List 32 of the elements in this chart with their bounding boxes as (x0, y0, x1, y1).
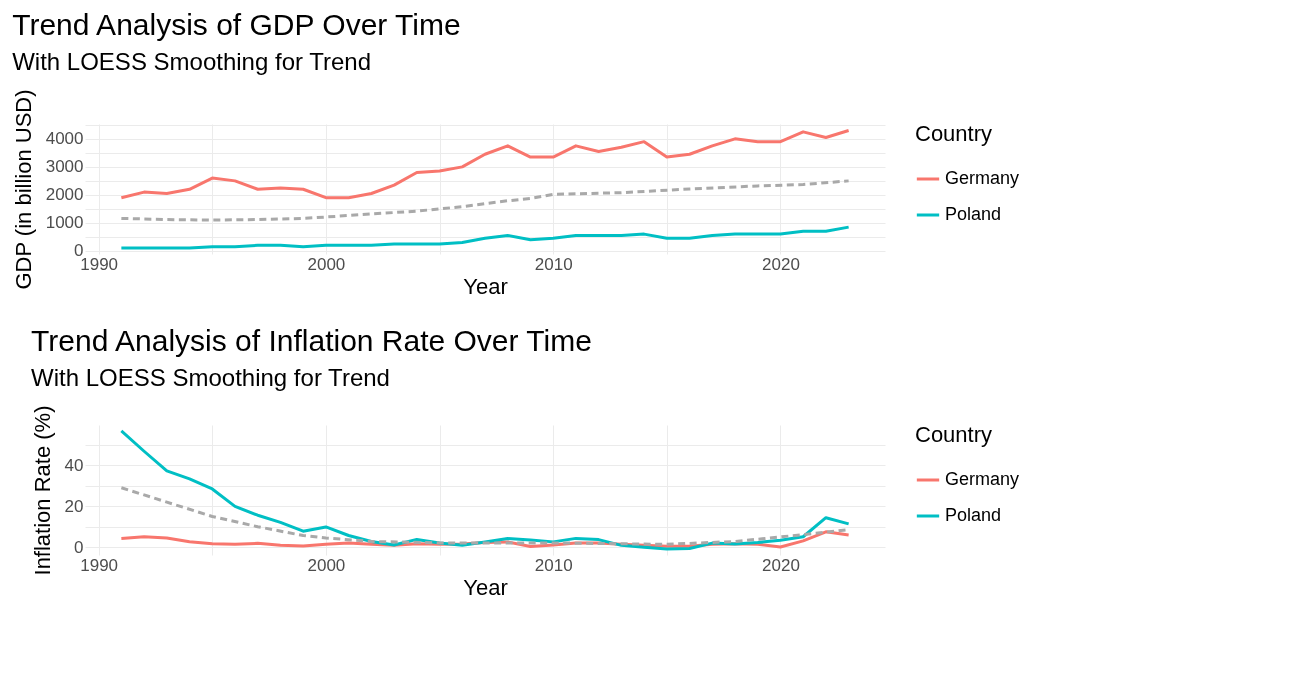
x-axis-title: Year (463, 574, 508, 600)
y-tick-label: 2000 (45, 185, 84, 205)
x-axis-title: Year (463, 273, 508, 299)
x-tick-label: 2010 (534, 555, 573, 575)
chart-subtitle: With LOESS Smoothing for Trend (31, 364, 390, 392)
y-tick-label: 1000 (45, 213, 84, 233)
chart-subtitle: With LOESS Smoothing for Trend (12, 47, 372, 75)
chart-title: Trend Analysis of GDP Over Time (12, 7, 461, 41)
x-tick-label: 1990 (80, 555, 119, 575)
x-tick-label: 2000 (307, 555, 346, 575)
legend-label: Germany (945, 469, 1020, 489)
x-tick-label: 2000 (307, 254, 346, 274)
y-tick-label: 40 (64, 455, 84, 475)
legend-label: Poland (945, 204, 1002, 224)
line-series (119, 225, 851, 250)
y-axis-title: Inflation Rate (%) (29, 405, 55, 576)
line-series (119, 179, 851, 222)
chart-title: Trend Analysis of Inflation Rate Over Time (31, 324, 592, 358)
y-tick-label: 0 (74, 537, 84, 557)
legend-title: Country (915, 121, 993, 146)
x-tick-label: 2010 (534, 254, 573, 274)
y-tick-label: 20 (64, 496, 84, 516)
legend-label: Poland (945, 505, 1002, 525)
y-tick-label: 3000 (45, 157, 84, 177)
x-tick-label: 2020 (762, 555, 800, 575)
legend-label: Germany (945, 168, 1020, 188)
legend-title: Country (915, 422, 993, 447)
line-series (119, 429, 851, 551)
x-tick-label: 2020 (762, 254, 800, 274)
line-series (119, 128, 851, 200)
y-axis-title: GDP (in billion USD) (10, 89, 36, 290)
y-tick-label: 4000 (45, 129, 84, 149)
